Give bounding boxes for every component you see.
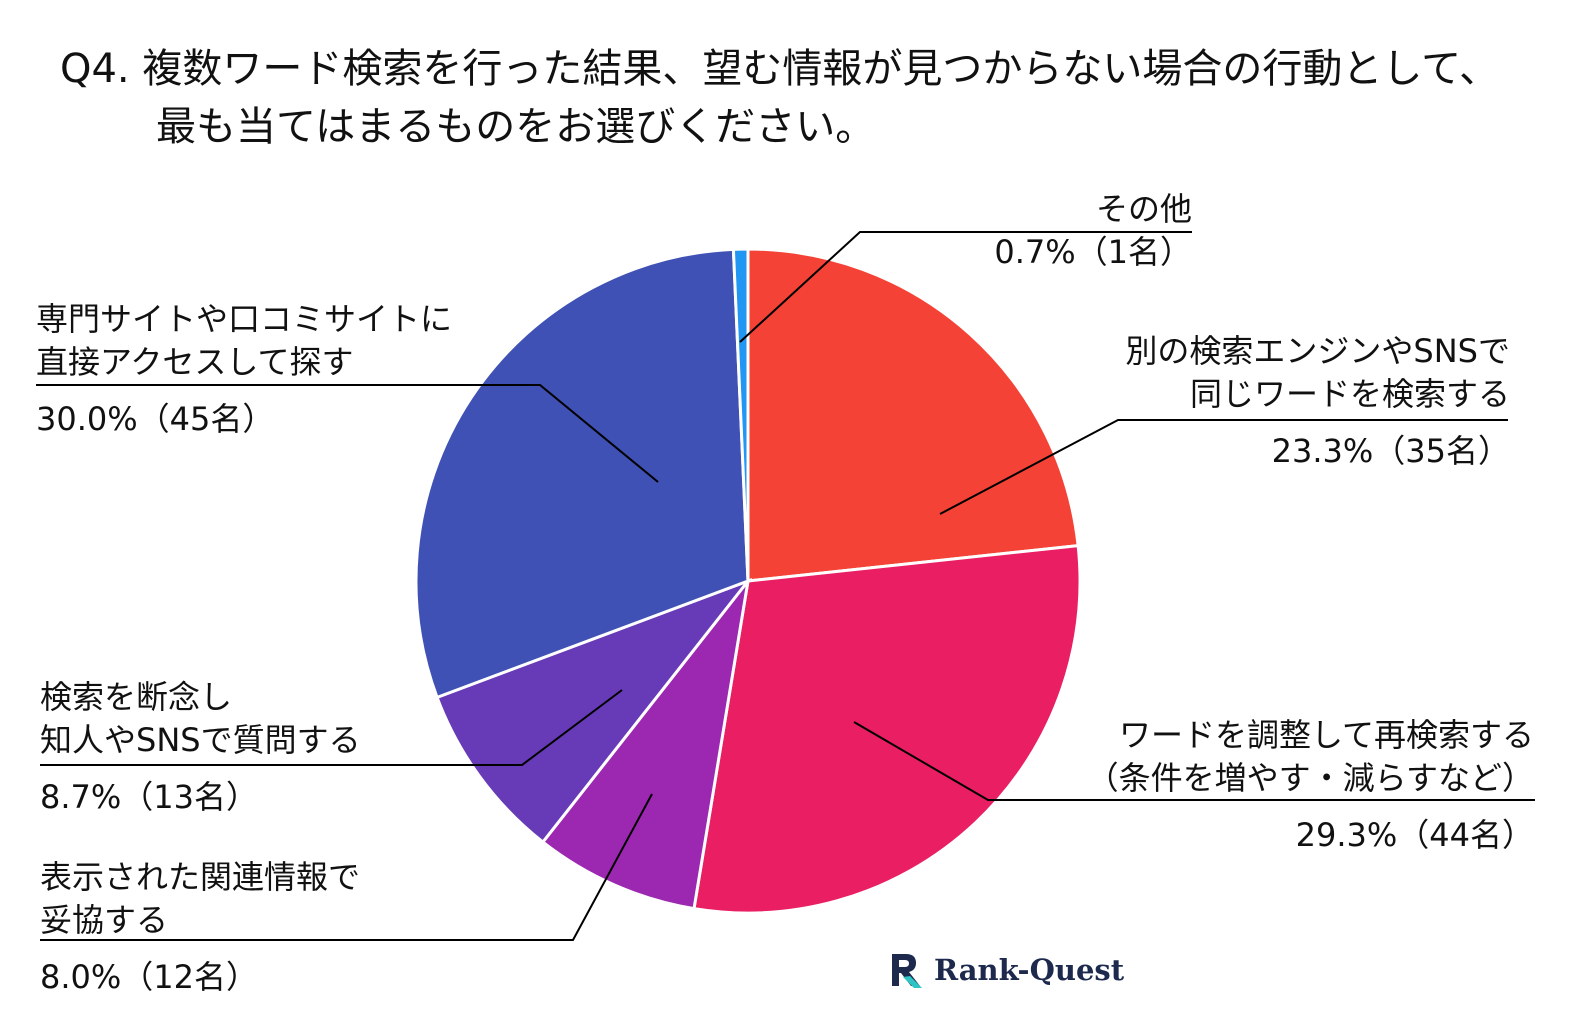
slice-label-adjust-words-line-2: （条件を増やす・減らすなど） [1086,759,1534,797]
slice-label-adjust-words: ワードを調整して再検索する （条件を増やす・減らすなど） 29.3%（44名） [1087,714,1534,857]
leader-line-specialist-sites [36,384,659,483]
leader-line-compromise [40,793,653,941]
slice-label-adjust-words-line-1: ワードを調整して再検索する [1118,716,1534,754]
chart-title-line-2: 最も当てはまるものをお選びください。 [156,104,876,150]
slice-label-specialist-sites-value: 30.0%（45名） [36,400,275,438]
slice-label-give-up-line-1: 検索を断念し [40,678,233,716]
chart-title-line-1: Q4. 複数ワード検索を行った結果、望む情報が見つからない場合の行動として、 [60,46,1500,92]
pie-slice-specialist-sites [414,247,750,700]
slice-label-other-text: その他 [1095,190,1192,228]
slice-label-specialist-sites: 専門サイトや口コミサイトに 直接アクセスして探す 30.0%（45名） [36,298,452,441]
leader-line-adjust-words [853,721,1535,801]
pie-slice-adjust-words [692,543,1082,915]
slice-label-compromise-line-2: 妥協する [40,901,169,939]
slice-label-compromise-line-1: 表示された関連情報で [40,858,361,896]
slice-label-other-engine: 別の検索エンジンやSNSで 同じワードを検索する 23.3%（35名） [1125,330,1510,473]
leader-line-give-up [40,689,623,766]
slice-label-give-up-line-2: 知人やSNSで質問する [40,721,361,759]
slice-label-other-engine-line-1: 別の検索エンジンやSNSで [1125,332,1510,370]
rank-quest-logo-icon [892,954,922,988]
rank-quest-logo: Rank-Quest [886,950,1124,990]
slice-label-give-up: 検索を断念し 知人やSNSで質問する 8.7%（13名） [40,676,361,819]
slice-label-other-value: 0.7%（1名） [994,233,1192,271]
leader-line-other-engine [939,419,1508,515]
leader-line-other [739,231,1192,343]
slice-label-compromise: 表示された関連情報で 妥協する 8.0%（12名） [40,856,360,999]
slice-label-other: その他 0.7%（1名） [994,188,1192,274]
chart-title: Q4. 複数ワード検索を行った結果、望む情報が見つからない場合の行動として、 最… [60,40,1540,156]
slice-label-compromise-value: 8.0%（12名） [40,958,259,996]
slice-label-specialist-sites-line-1: 専門サイトや口コミサイトに [36,300,453,338]
slice-label-other-engine-line-2: 同じワードを検索する [1189,375,1510,413]
slice-label-other-engine-value: 23.3%（35名） [1271,432,1510,470]
pie-slice-other-engine [746,247,1080,583]
slice-label-adjust-words-value: 29.3%（44名） [1295,816,1534,854]
slice-label-give-up-value: 8.7%（13名） [40,778,259,816]
pie-slice-compromise [540,580,750,911]
rank-quest-logo-text: Rank-Quest [934,953,1125,987]
slice-label-specialist-sites-line-2: 直接アクセスして探す [36,343,354,381]
pie-slice-other [731,247,750,582]
